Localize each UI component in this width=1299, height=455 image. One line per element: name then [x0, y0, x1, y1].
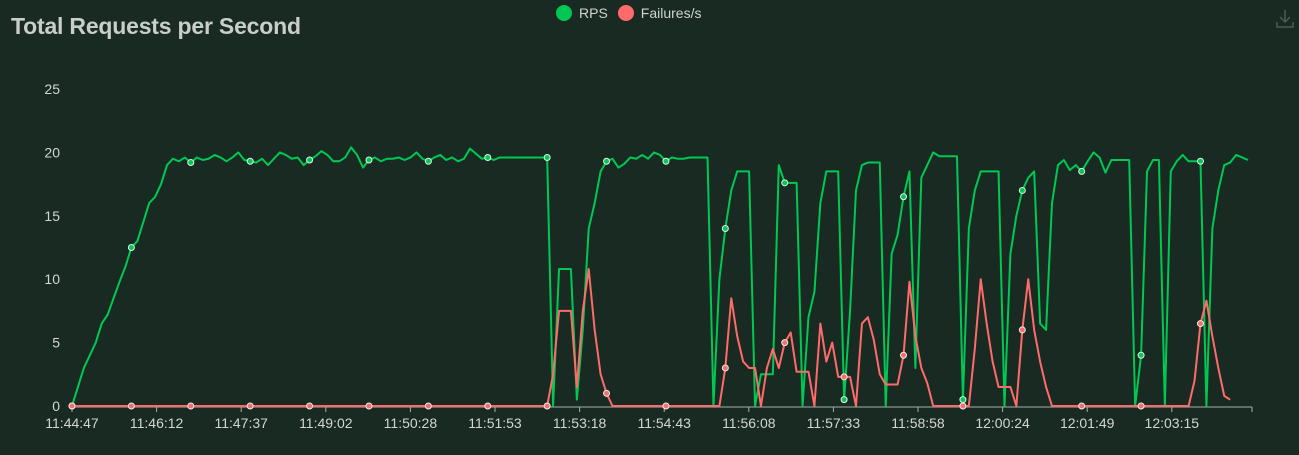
- rps-point: [246, 157, 254, 165]
- legend-item-failures[interactable]: Failures/s: [617, 5, 702, 21]
- y-tick-label: 15: [44, 208, 60, 224]
- rps-point: [900, 193, 908, 201]
- rps-point: [959, 396, 967, 404]
- y-tick-label: 0: [52, 398, 60, 414]
- rps-point: [365, 156, 373, 164]
- failures-point: [603, 389, 611, 397]
- rps-point: [1137, 351, 1145, 359]
- chart-title: Total Requests per Second: [11, 13, 301, 39]
- failures-point: [68, 402, 76, 410]
- x-tick-label: 11:47:37: [214, 415, 268, 431]
- failures-point: [1078, 402, 1086, 410]
- failures-point: [543, 402, 551, 410]
- series-line-rps: [71, 146, 1249, 407]
- rps-point: [603, 157, 611, 165]
- legend-label-failures: Failures/s: [640, 5, 702, 21]
- x-tick-label: 11:53:18: [553, 415, 607, 431]
- x-tick-label: 11:54:43: [637, 415, 691, 431]
- series-line-failures: [72, 268, 1231, 407]
- rps-point: [484, 153, 492, 161]
- failures-point: [127, 402, 135, 410]
- failures-point: [721, 364, 729, 372]
- failures-point: [662, 402, 670, 410]
- y-tick-label: 10: [44, 271, 60, 287]
- rps-point: [781, 179, 789, 187]
- x-tick-label: 12:00:24: [975, 415, 1030, 431]
- failures-point: [484, 402, 492, 410]
- failures-point: [959, 402, 967, 410]
- failures-point: [900, 351, 908, 359]
- rps-point: [1196, 157, 1204, 165]
- rps-point: [1078, 167, 1086, 175]
- y-tick-label: 5: [52, 335, 60, 351]
- failures-point: [187, 402, 195, 410]
- x-tick-label: 11:58:58: [891, 415, 945, 431]
- x-tick-label: 11:51:53: [468, 415, 522, 431]
- rps-point: [187, 159, 195, 167]
- rps-point: [543, 153, 551, 161]
- x-tick-label: 12:03:15: [1145, 415, 1200, 431]
- failures-point: [1196, 320, 1204, 328]
- x-tick-label: 11:44:47: [45, 415, 99, 431]
- y-tick-label: 25: [44, 81, 60, 97]
- failures-point: [1137, 402, 1145, 410]
- rps-point: [840, 396, 848, 404]
- failures-point: [424, 402, 432, 410]
- x-tick-label: 11:57:33: [807, 415, 861, 431]
- rps-point: [127, 244, 135, 251]
- chart-legend: RPS Failures/s: [556, 5, 701, 21]
- failures-point: [1018, 326, 1026, 334]
- legend-item-rps[interactable]: RPS: [556, 5, 608, 21]
- x-tick-label: 11:49:02: [299, 415, 353, 431]
- failures-point: [306, 402, 314, 410]
- download-icon[interactable]: [1274, 8, 1296, 30]
- legend-label-rps: RPS: [579, 5, 608, 21]
- rps-point: [721, 224, 729, 232]
- rps-point: [1018, 186, 1026, 194]
- x-tick-label: 12:01:49: [1060, 415, 1115, 431]
- x-tick-label: 11:46:12: [130, 415, 184, 431]
- rps-point: [662, 157, 670, 165]
- y-tick-label: 20: [44, 144, 60, 160]
- x-tick-label: 11:50:28: [384, 415, 438, 431]
- x-tick-label: 11:56:08: [722, 415, 776, 431]
- legend-swatch-rps: [556, 5, 572, 21]
- failures-point: [840, 373, 848, 381]
- failures-point: [781, 339, 789, 347]
- rps-point: [424, 157, 432, 165]
- rps-point: [306, 156, 314, 164]
- legend-swatch-failures: [617, 5, 634, 21]
- failures-point: [246, 402, 254, 410]
- failures-point: [365, 402, 373, 410]
